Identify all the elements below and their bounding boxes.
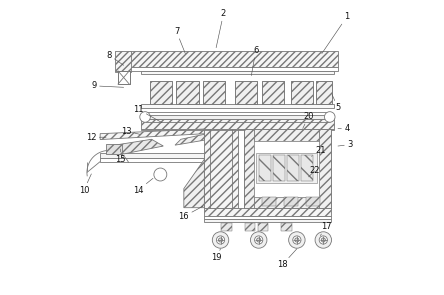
Bar — [115, 71, 131, 72]
Bar — [291, 81, 313, 104]
Text: 17: 17 — [321, 222, 332, 236]
Text: 11: 11 — [133, 105, 162, 122]
Circle shape — [295, 238, 299, 242]
Circle shape — [289, 232, 305, 248]
Bar — [141, 104, 333, 108]
Text: 10: 10 — [79, 174, 91, 195]
Bar — [316, 81, 332, 104]
Polygon shape — [100, 129, 204, 140]
Bar — [203, 81, 225, 104]
Bar — [100, 153, 204, 158]
Bar — [235, 81, 257, 104]
Bar — [150, 81, 172, 104]
Text: 16: 16 — [178, 206, 203, 221]
Bar — [130, 67, 338, 71]
Bar — [254, 141, 319, 197]
Bar — [262, 197, 276, 206]
Bar — [284, 197, 298, 206]
Circle shape — [216, 236, 225, 244]
Text: 20: 20 — [303, 112, 314, 128]
Bar — [262, 81, 284, 104]
Bar — [204, 129, 238, 208]
Bar — [115, 51, 131, 71]
Bar — [141, 129, 333, 130]
Bar — [316, 81, 332, 104]
Bar — [150, 81, 172, 104]
Polygon shape — [184, 159, 204, 208]
Bar — [141, 119, 333, 129]
Circle shape — [250, 232, 267, 248]
Bar — [258, 223, 268, 231]
Bar — [177, 81, 198, 104]
Text: 22: 22 — [309, 166, 320, 177]
Bar — [177, 81, 198, 104]
Bar — [319, 129, 331, 208]
Bar — [244, 129, 331, 141]
Bar — [100, 158, 204, 162]
Bar — [244, 129, 331, 208]
Text: 5: 5 — [332, 95, 341, 112]
Bar — [118, 71, 130, 84]
Bar — [244, 197, 331, 208]
Bar — [286, 155, 299, 181]
Circle shape — [293, 236, 301, 244]
Bar — [221, 223, 232, 231]
Bar — [118, 71, 130, 84]
Bar — [235, 81, 257, 104]
Bar — [106, 144, 122, 154]
Circle shape — [254, 236, 263, 244]
Polygon shape — [115, 139, 163, 154]
Bar — [141, 73, 333, 105]
Circle shape — [140, 112, 151, 122]
Bar — [130, 51, 338, 67]
Circle shape — [154, 168, 167, 181]
Bar — [262, 81, 284, 104]
Bar — [273, 155, 285, 181]
Text: 12: 12 — [86, 133, 106, 142]
Bar — [203, 81, 225, 104]
Text: 18: 18 — [277, 249, 297, 269]
Text: 6: 6 — [251, 46, 258, 76]
Circle shape — [319, 236, 327, 244]
Bar — [244, 129, 254, 208]
Bar — [256, 153, 317, 183]
Circle shape — [257, 238, 261, 242]
Text: 2: 2 — [216, 9, 226, 48]
Bar — [301, 155, 313, 181]
Text: 14: 14 — [133, 178, 153, 195]
Text: 13: 13 — [121, 127, 140, 136]
Bar — [245, 223, 255, 231]
Text: 15: 15 — [115, 149, 126, 164]
Text: 3: 3 — [338, 140, 353, 149]
Circle shape — [315, 232, 332, 248]
Text: 1: 1 — [322, 12, 349, 54]
Bar — [281, 223, 292, 231]
Polygon shape — [175, 134, 204, 145]
Circle shape — [212, 232, 229, 248]
Bar — [259, 155, 271, 181]
Bar — [204, 217, 331, 219]
Bar — [204, 219, 331, 222]
Text: 7: 7 — [174, 27, 185, 54]
Text: 8: 8 — [106, 50, 123, 65]
Text: 4: 4 — [338, 124, 349, 133]
Text: 9: 9 — [91, 81, 123, 90]
Text: 21: 21 — [312, 146, 325, 156]
Bar — [204, 208, 331, 217]
Circle shape — [325, 112, 335, 122]
Bar — [141, 71, 333, 73]
Circle shape — [218, 238, 222, 242]
Text: 19: 19 — [211, 249, 222, 262]
Circle shape — [321, 238, 325, 242]
Bar — [141, 115, 333, 119]
Bar — [291, 81, 313, 104]
Bar — [305, 197, 321, 206]
